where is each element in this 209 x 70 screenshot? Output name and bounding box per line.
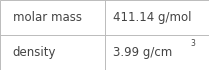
Text: density: density — [13, 46, 56, 59]
Text: 3: 3 — [190, 39, 195, 48]
Text: 411.14 g/mol: 411.14 g/mol — [113, 11, 191, 24]
Text: molar mass: molar mass — [13, 11, 82, 24]
Text: 3.99 g/cm: 3.99 g/cm — [113, 46, 172, 59]
